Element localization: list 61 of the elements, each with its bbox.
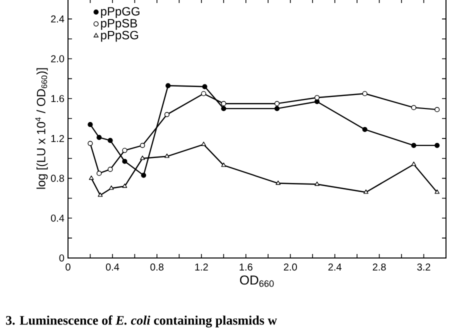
y-tick-label: 1.6 xyxy=(51,95,64,102)
point xyxy=(98,192,103,197)
point xyxy=(411,142,416,148)
point xyxy=(314,95,320,100)
point xyxy=(364,189,368,194)
point xyxy=(140,156,145,160)
point xyxy=(411,162,416,166)
point xyxy=(201,91,206,96)
point xyxy=(274,101,280,106)
point xyxy=(88,140,93,146)
point xyxy=(140,142,146,148)
x-tick-label: 1.6 xyxy=(240,264,252,271)
point xyxy=(88,176,94,180)
point xyxy=(108,186,114,190)
text: 3. Luminescence of E. coli containing plasmids w xyxy=(6,315,278,328)
point xyxy=(411,105,416,110)
x-tick-label: 0.8 xyxy=(150,264,164,271)
point xyxy=(108,138,113,143)
point xyxy=(122,184,128,188)
point xyxy=(314,99,320,104)
point xyxy=(274,106,280,112)
point xyxy=(201,142,206,146)
y-tick-label: 1.2 xyxy=(51,134,64,142)
x-tick-label: 2.4 xyxy=(328,264,342,270)
y-tick-label: 2.4 xyxy=(51,15,64,22)
point xyxy=(202,84,208,90)
x-axis-title: OD$_{660}$ xyxy=(240,275,274,287)
x-tick-label: 3.2 xyxy=(417,264,430,271)
point xyxy=(141,172,146,178)
point xyxy=(314,182,320,186)
y-tick-label: 0.4 xyxy=(50,214,64,222)
x-tick-label: 2.0 xyxy=(284,264,297,271)
y-tick-label: 0.8 xyxy=(50,174,64,182)
point xyxy=(164,154,170,158)
point xyxy=(221,101,226,106)
point xyxy=(122,148,128,153)
point xyxy=(221,106,226,112)
point xyxy=(434,189,440,194)
point xyxy=(434,107,440,112)
x-tick-label: 0.4 xyxy=(106,264,120,271)
point xyxy=(166,83,171,88)
x-tick-label: 0 xyxy=(66,264,70,271)
y-tick-label: 2.0 xyxy=(51,55,64,62)
x-tick-label: 1.2 xyxy=(195,264,208,270)
legend-label: pPpSG xyxy=(101,30,138,42)
legend-label: pPpSB xyxy=(101,18,138,30)
y-tick-label: 0 xyxy=(59,254,64,262)
point xyxy=(276,180,281,185)
point xyxy=(108,166,113,172)
point xyxy=(122,158,128,164)
point xyxy=(221,162,226,167)
point xyxy=(164,112,170,118)
point xyxy=(88,122,93,128)
point xyxy=(434,142,440,148)
point xyxy=(96,134,102,140)
x-tick-label: 2.8 xyxy=(372,264,386,271)
point xyxy=(362,126,368,132)
point xyxy=(362,91,368,96)
y-axis-title: log [(LU x 10$^{4}$ / OD$_{660}$)] xyxy=(35,68,48,189)
point xyxy=(96,170,102,176)
legend-label: pPpGG xyxy=(101,7,140,18)
